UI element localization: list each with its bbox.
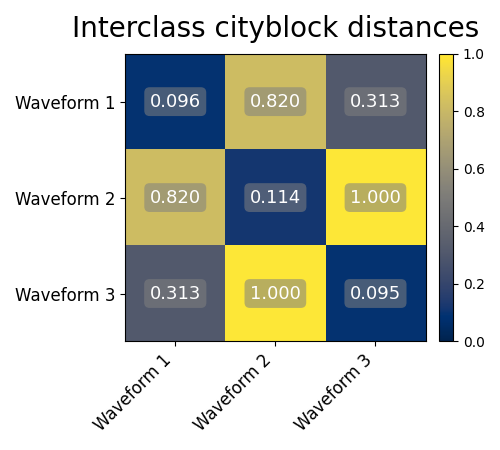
Text: 0.313: 0.313 — [350, 93, 401, 111]
Text: 0.096: 0.096 — [150, 93, 201, 111]
Text: 0.820: 0.820 — [250, 93, 301, 111]
Text: 0.313: 0.313 — [150, 284, 201, 302]
Text: 1.000: 1.000 — [250, 284, 301, 302]
Text: 0.820: 0.820 — [150, 189, 201, 207]
Text: 0.095: 0.095 — [350, 284, 401, 302]
Text: 1.000: 1.000 — [350, 189, 401, 207]
Title: Interclass cityblock distances: Interclass cityblock distances — [72, 15, 479, 43]
Text: 0.114: 0.114 — [250, 189, 301, 207]
